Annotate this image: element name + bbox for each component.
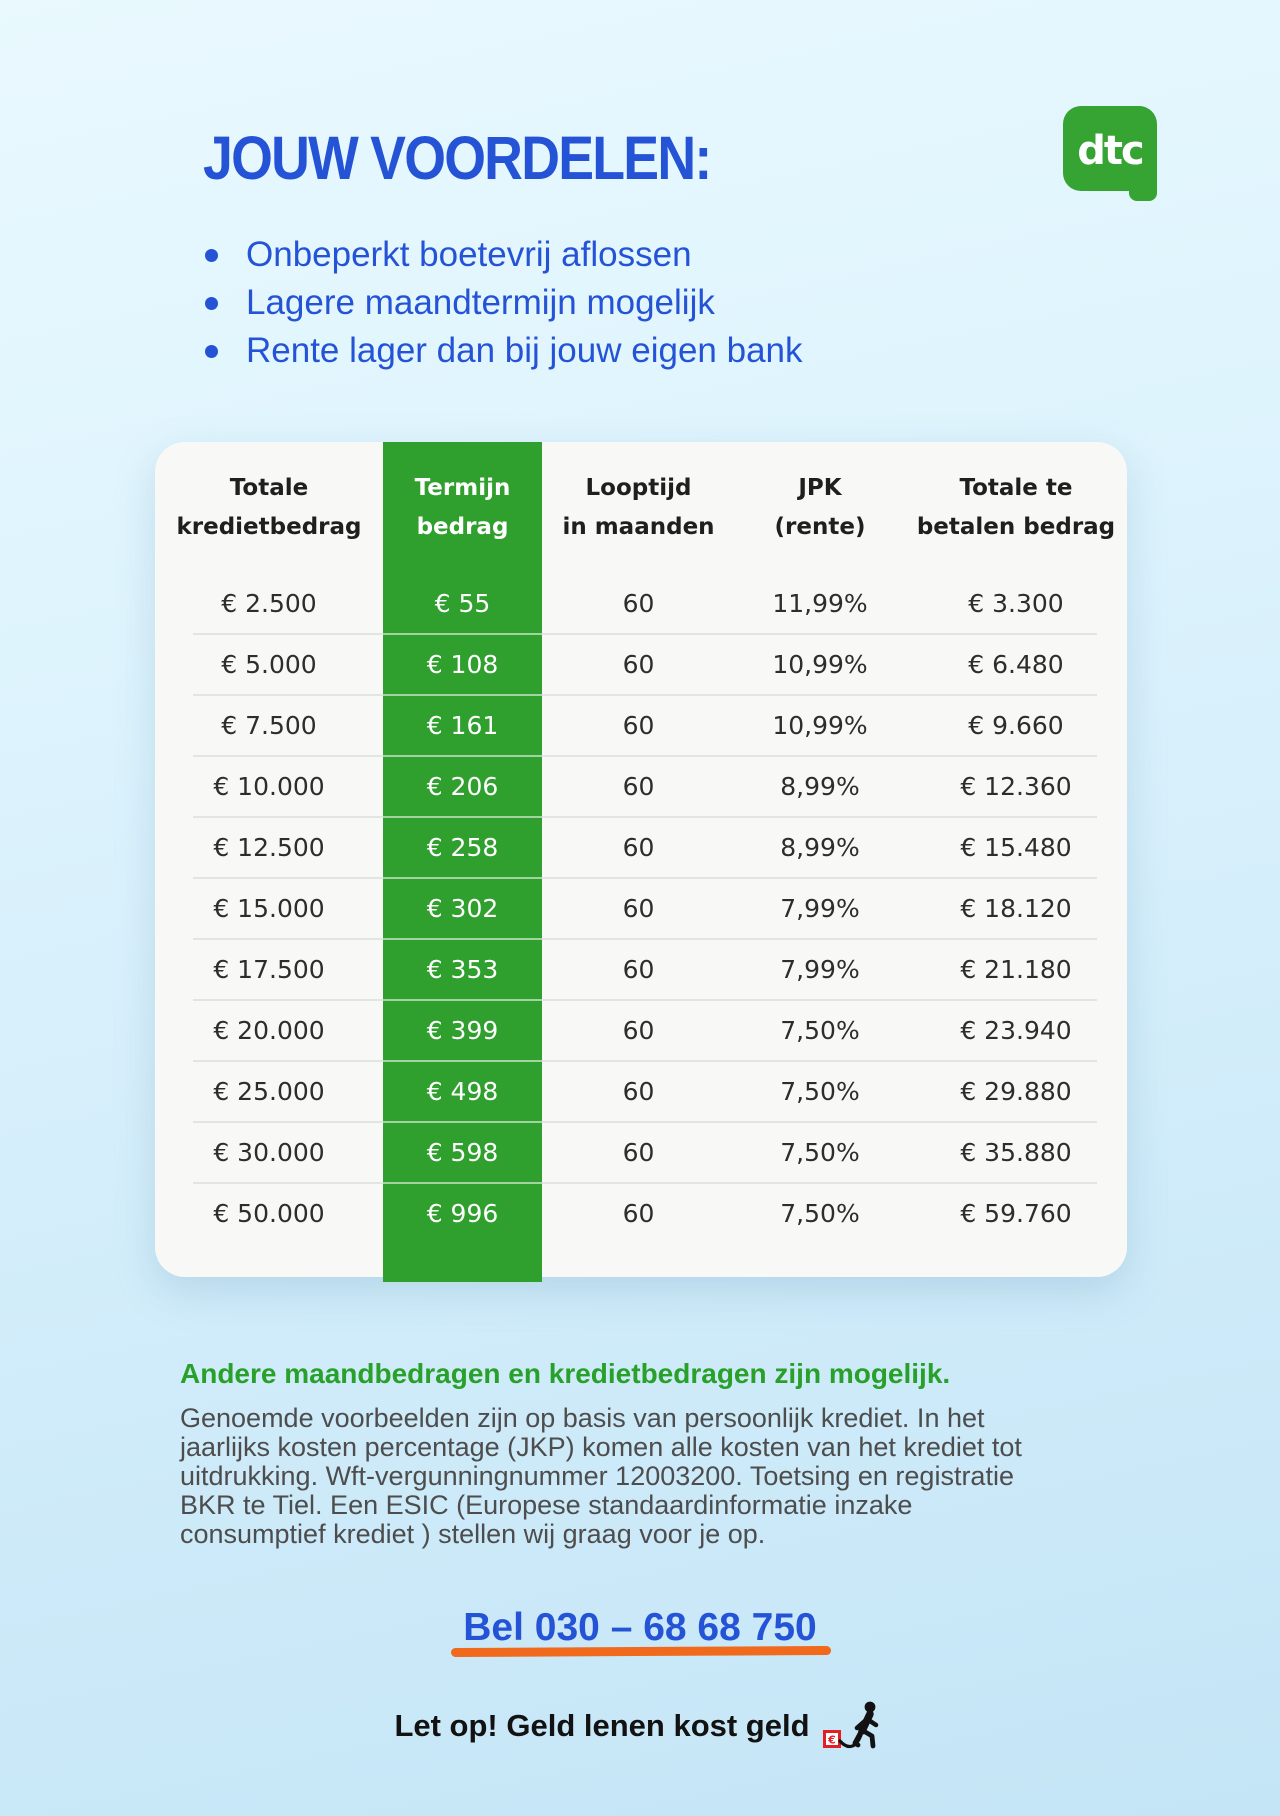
table-cell: € 25.000	[213, 1077, 325, 1106]
table-cell: 7,50%	[780, 1016, 860, 1045]
benefit-text: Lagere maandtermijn mogelijk	[246, 283, 715, 322]
table-cell: € 59.760	[960, 1199, 1072, 1228]
table-row: € 5.000 € 108 60 10,99% € 6.480	[155, 633, 1127, 695]
table-cell: 10,99%	[772, 650, 868, 679]
rates-table-card: Totale kredietbedrag Termijn bedrag Loop…	[155, 442, 1127, 1282]
table-cell: € 302	[426, 894, 499, 923]
table-body: € 2.500 € 55 60 11,99% € 3.300 € 5.000 € 108 60…	[155, 573, 1127, 1244]
person-dragging-money-weight-icon: €	[822, 1701, 878, 1749]
table-cell: € 12.360	[960, 772, 1072, 801]
orange-underline	[450, 1646, 832, 1657]
table-row: € 50.000 € 996 60 7,50% € 59.760	[155, 1182, 1127, 1244]
footer-headline: Andere maandbedragen en kredietbedragen …	[180, 1358, 951, 1389]
table-cell: € 10.000	[213, 772, 325, 801]
table-cell: € 18.120	[960, 894, 1072, 923]
dtc-logo-text: dtc	[1077, 128, 1143, 174]
table-cell: € 15.480	[960, 833, 1072, 862]
table-cell: 60	[622, 894, 655, 923]
table-cell: € 23.940	[960, 1016, 1072, 1045]
table-cell: € 206	[426, 772, 499, 801]
table-cell: 7,99%	[780, 955, 860, 984]
table-cell: 8,99%	[780, 833, 860, 862]
table-row: € 15.000 € 302 60 7,99% € 18.120	[155, 877, 1127, 939]
table-cell: € 21.180	[960, 955, 1072, 984]
column-header: JPK (rente)	[774, 474, 866, 540]
bullet-dot-icon	[205, 344, 218, 358]
legal-paragraph: Genoemde voorbeelden zijn op basis van p…	[180, 1403, 1022, 1549]
table-cell: € 399	[426, 1016, 499, 1045]
table-cell: € 108	[426, 650, 499, 679]
table-cell: € 7.500	[221, 711, 317, 740]
table-cell: 11,99%	[772, 589, 868, 618]
table-cell: € 50.000	[213, 1199, 325, 1228]
table-row: € 30.000 € 598 60 7,50% € 35.880	[155, 1121, 1127, 1183]
table-cell: € 6.480	[968, 650, 1064, 679]
table-cell: € 29.880	[960, 1077, 1072, 1106]
table-cell: € 2.500	[221, 589, 317, 618]
table-cell: 60	[622, 772, 655, 801]
table-row: € 2.500 € 55 60 11,99% € 3.300	[155, 573, 1127, 634]
table-cell: € 161	[426, 711, 499, 740]
table-row: € 17.500 € 353 60 7,99% € 21.180	[155, 938, 1127, 1000]
table-cell: 7,99%	[780, 894, 860, 923]
table-row: € 20.000 € 399 60 7,50% € 23.940	[155, 999, 1127, 1061]
phone-number: Bel 030 – 68 68 750	[463, 1606, 817, 1649]
table-row: € 12.500 € 258 60 8,99% € 15.480	[155, 816, 1127, 878]
table-cell: 60	[622, 589, 655, 618]
table-row: € 7.500 € 161 60 10,99% € 9.660	[155, 694, 1127, 756]
table-cell: 7,50%	[780, 1138, 860, 1167]
table-cell: 60	[622, 711, 655, 740]
table-cell: 7,50%	[780, 1199, 860, 1228]
table-cell: 8,99%	[780, 772, 860, 801]
benefit-item: Lagere maandtermijn mogelijk	[205, 279, 803, 327]
table-cell: € 5.000	[221, 650, 317, 679]
table-cell: 60	[622, 955, 655, 984]
table-cell: 60	[622, 1199, 655, 1228]
table-cell: € 20.000	[213, 1016, 325, 1045]
benefit-item: Onbeperkt boetevrij aflossen	[205, 231, 803, 279]
page-title: JOUW VOORDELEN:	[203, 124, 712, 192]
column-header-highlighted: Termijn bedrag	[414, 474, 511, 540]
table-cell: € 30.000	[213, 1138, 325, 1167]
table-cell: 60	[622, 1138, 655, 1167]
bullet-dot-icon	[205, 296, 218, 310]
benefit-item: Rente lager dan bij jouw eigen bank	[205, 327, 803, 375]
table-cell: € 17.500	[213, 955, 325, 984]
dtc-logo-icon: dtc	[1063, 106, 1157, 201]
benefits-list: Onbeperkt boetevrij aflossen Lagere maan…	[205, 231, 803, 375]
highlight-column-background	[383, 442, 542, 1282]
column-header: Totale kredietbedrag	[176, 474, 362, 540]
table-cell: € 258	[426, 833, 499, 862]
table-cell: € 598	[426, 1138, 499, 1167]
table-cell: € 498	[426, 1077, 499, 1106]
benefit-text: Onbeperkt boetevrij aflossen	[246, 235, 692, 274]
table-cell: 60	[622, 833, 655, 862]
table-cell: 7,50%	[780, 1077, 860, 1106]
table-cell: € 35.880	[960, 1138, 1072, 1167]
table-row: € 25.000 € 498 60 7,50% € 29.880	[155, 1060, 1127, 1122]
column-header: Looptijd in maanden	[562, 474, 715, 540]
bullet-dot-icon	[205, 248, 218, 262]
table-cell: 60	[622, 1016, 655, 1045]
table-cell: € 55	[434, 589, 491, 618]
table-cell: € 12.500	[213, 833, 325, 862]
credit-warning: Let op! Geld lenen kost geld €	[0, 1698, 1280, 1754]
table-cell: € 9.660	[968, 711, 1064, 740]
table-cell: 60	[622, 1077, 655, 1106]
credit-warning-text: Let op! Geld lenen kost geld	[394, 1708, 810, 1743]
table-cell: 10,99%	[772, 711, 868, 740]
table-cell: € 15.000	[213, 894, 325, 923]
table-row: € 10.000 € 206 60 8,99% € 12.360	[155, 755, 1127, 817]
column-header: Totale te betalen bedrag	[916, 474, 1116, 540]
table-cell: € 3.300	[968, 589, 1064, 618]
table-cell: € 353	[426, 955, 499, 984]
benefit-text: Rente lager dan bij jouw eigen bank	[246, 331, 803, 370]
table-header-row: Totale kredietbedrag Termijn bedrag Loop…	[155, 442, 1127, 573]
svg-text:€: €	[827, 1734, 836, 1747]
table-cell: 60	[622, 650, 655, 679]
table-cell: € 996	[426, 1199, 499, 1228]
